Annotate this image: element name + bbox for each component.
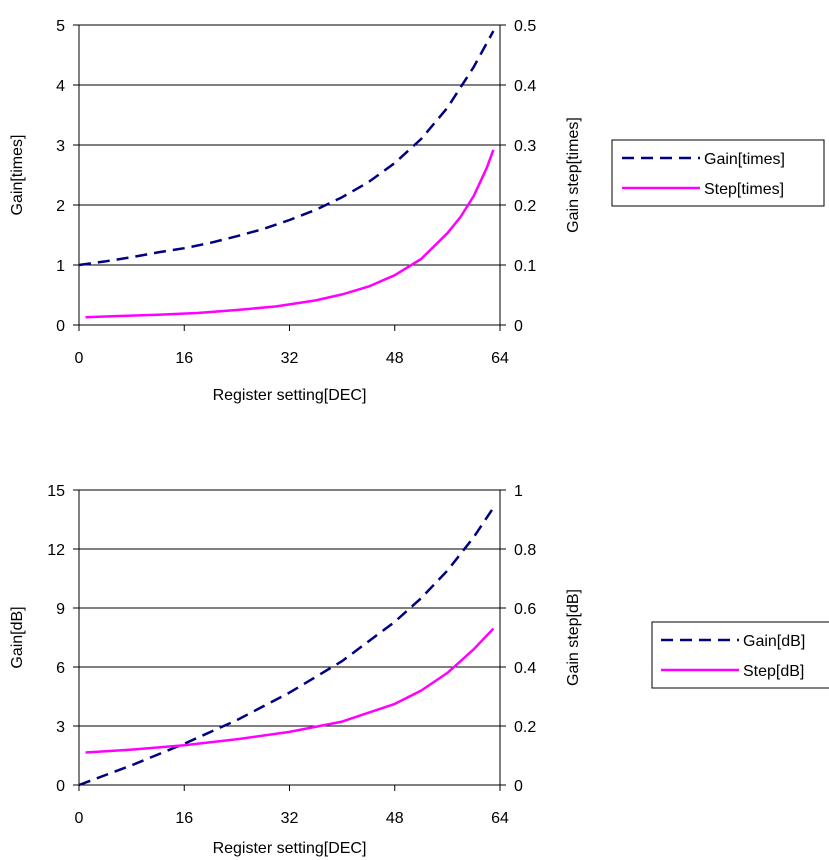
y2-tick-label: 1 xyxy=(514,483,523,500)
y2-axis-title: Gain step[dB] xyxy=(565,589,582,686)
y-tick-label: 9 xyxy=(56,601,65,618)
x-tick-label: 48 xyxy=(386,350,404,367)
x-tick-label: 16 xyxy=(175,350,193,367)
y2-tick-label: 0.4 xyxy=(514,78,536,95)
x-tick-label: 32 xyxy=(281,810,299,827)
legend-label: Gain[dB] xyxy=(743,633,805,650)
gain-times-chart: 0 1 2 3 4 5 0 0.1 0.2 0.3 0.4 0.5 0 16 32 48 64 Register … xyxy=(9,18,825,404)
y2-tick-label: 0 xyxy=(514,318,523,335)
gain-db-chart: 0 3 6 9 12 15 0 0.2 0.4 0.6 0.8 1 0 16 32 48 64 Register … xyxy=(9,483,829,857)
legend-box xyxy=(651,621,829,689)
y-tick-label: 5 xyxy=(56,18,65,35)
y2-axis-title: Gain step[times] xyxy=(565,117,582,233)
y-axis-title: Gain[dB] xyxy=(9,606,26,668)
x-tick-label: 32 xyxy=(281,350,299,367)
series-line-gain-db- xyxy=(78,507,495,787)
y-tick-label: 6 xyxy=(56,660,65,677)
y2-tick-label: 0 xyxy=(514,778,523,795)
y2-tick-label: 0.5 xyxy=(514,18,536,35)
y-tick-label: 2 xyxy=(56,198,65,215)
legend-label: Gain[times] xyxy=(704,151,785,168)
y-tick-label: 4 xyxy=(56,78,65,95)
x-axis-title: Register setting[DEC] xyxy=(213,840,367,857)
x-tick-label: 16 xyxy=(175,810,193,827)
y-axis-title: Gain[times] xyxy=(9,135,26,216)
y2-tick-label: 0.3 xyxy=(514,138,536,155)
y-tick-label: 12 xyxy=(47,542,65,559)
y2-tick-label: 0.2 xyxy=(514,719,536,736)
plot-area-frame xyxy=(78,489,501,786)
y2-tick-label: 0.8 xyxy=(514,542,536,559)
series-line-step-db- xyxy=(85,627,495,754)
x-axis-title: Register setting[DEC] xyxy=(213,387,367,404)
legend-label: Step[dB] xyxy=(743,663,804,680)
plot-area-frame xyxy=(78,24,501,326)
y2-tick-label: 0.1 xyxy=(514,258,536,275)
x-tick-label: 0 xyxy=(75,810,84,827)
y-tick-label: 15 xyxy=(47,483,65,500)
y-tick-label: 0 xyxy=(56,318,65,335)
series-line-step-times- xyxy=(85,149,495,319)
y2-tick-label: 0.4 xyxy=(514,660,536,677)
x-tick-label: 0 xyxy=(75,350,84,367)
x-tick-label: 48 xyxy=(386,810,404,827)
legend-label: Step[times] xyxy=(704,181,784,198)
series-line-gain-times- xyxy=(78,30,495,267)
x-tick-label: 64 xyxy=(491,350,509,367)
y2-tick-label: 0.2 xyxy=(514,198,536,215)
y-tick-label: 1 xyxy=(56,258,65,275)
y-tick-label: 0 xyxy=(56,778,65,795)
legend-box xyxy=(611,139,825,207)
y2-tick-label: 0.6 xyxy=(514,601,536,618)
x-tick-label: 64 xyxy=(491,810,509,827)
y-tick-label: 3 xyxy=(56,719,65,736)
y-tick-label: 3 xyxy=(56,138,65,155)
